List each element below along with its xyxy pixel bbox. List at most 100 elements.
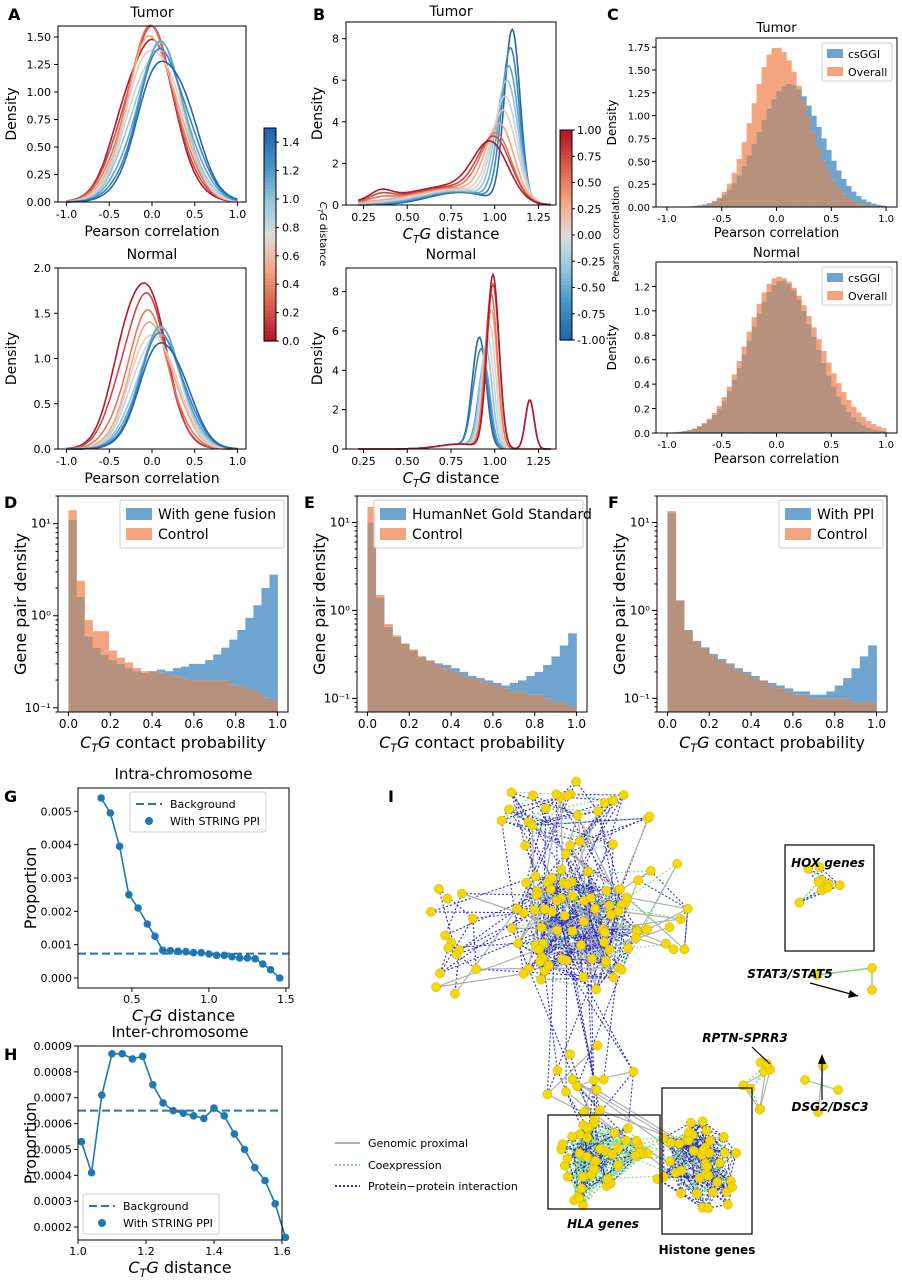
network-node [674, 1138, 684, 1149]
legend-label: With PPI [817, 507, 874, 523]
x-axis-label: Pearson correlation [84, 224, 219, 240]
panel-letter-A: A [8, 5, 21, 24]
network-node [683, 1127, 694, 1138]
y-tick-label: 1.2 [634, 282, 650, 293]
colorbar-segment [560, 224, 572, 229]
histogram-bar [751, 317, 757, 327]
panel-H: Inter-chromosome 1.0 1.2 1.4 1.6 0.0002 0.0003… [21, 1023, 291, 1280]
x-tick-label: 0.2 [700, 717, 719, 731]
network-edge [544, 909, 634, 1072]
histogram-bar [876, 204, 882, 207]
colorbar-segment [264, 184, 276, 189]
network-edge [587, 1137, 714, 1193]
x-tick-label: 1.00 [483, 455, 508, 468]
histogram-bar-overlap [148, 671, 158, 712]
panel-title: Tumor [428, 4, 473, 20]
network-node [621, 1135, 631, 1146]
axes-frame [656, 495, 888, 713]
network-node [794, 897, 805, 908]
network-node [578, 972, 589, 983]
y-tick-label: 0.25 [27, 169, 52, 182]
histogram-bar-overlap [409, 650, 418, 712]
y-tick-label: 0.0006 [34, 1118, 73, 1131]
network-node [545, 884, 556, 895]
histogram-bar [68, 510, 77, 520]
histogram-bar [801, 96, 807, 102]
network-edge [572, 1132, 615, 1138]
network-node [561, 955, 572, 966]
histogram-bar [551, 656, 561, 703]
histogram-bar [791, 287, 797, 291]
histogram-bar [796, 85, 802, 90]
network-node [565, 840, 576, 851]
histogram-bar [866, 420, 872, 428]
network-node [608, 795, 619, 806]
colorbar-segment [560, 151, 572, 156]
network-node [813, 1107, 823, 1117]
histogram-bar [716, 197, 723, 199]
network-node [576, 940, 586, 950]
network-node [676, 1165, 687, 1176]
histogram-bar [811, 327, 817, 337]
network-node [562, 791, 573, 801]
network-node [607, 1149, 618, 1160]
histogram-bar [409, 649, 418, 651]
x-tick-label: 0.5 [186, 208, 204, 221]
panel-title: Intra-chromosome [115, 765, 253, 783]
network-node [572, 810, 583, 821]
histogram-bar-overlap [861, 425, 867, 433]
network-node [812, 970, 822, 980]
y-axis-label: Gene pair density [11, 533, 30, 675]
network-edge [692, 1134, 701, 1179]
network-edge [508, 808, 621, 890]
histogram-bar [841, 178, 847, 194]
colorbar-tick-label: 1.2 [282, 165, 300, 178]
histogram-bar-overlap [675, 600, 685, 712]
network-edge [617, 1137, 664, 1166]
network-edge [501, 794, 534, 821]
network-node [664, 922, 675, 932]
x-tick-label: 1.2 [137, 1245, 155, 1258]
network-edge [444, 893, 463, 936]
histogram-bar-overlap [859, 702, 869, 712]
colorbar-segment [264, 241, 276, 246]
network-edge [523, 958, 563, 975]
colorbar-tick-label: -0.50 [577, 282, 605, 295]
colorbar-segment [264, 270, 276, 275]
network-edge [680, 1152, 737, 1194]
histogram-bar [726, 386, 732, 391]
histogram-bar [866, 201, 872, 206]
network-node [567, 891, 578, 901]
histogram-bar [821, 138, 827, 161]
panel-letter-G: G [4, 787, 17, 806]
y-tick-label: 10⁻¹ [324, 691, 351, 705]
network-edge [542, 898, 562, 959]
density-curve [66, 326, 238, 450]
x-tick-label: 1.0 [229, 208, 247, 221]
histogram-bar [509, 682, 519, 692]
histogram-bar [741, 346, 747, 355]
histogram-bar-overlap [229, 684, 238, 712]
y-tick-label: 1.0 [634, 307, 650, 318]
y-tick-label: 0.0009 [34, 1040, 73, 1053]
colorbar-segment [560, 130, 572, 135]
network-node [562, 879, 573, 890]
histogram-bar [767, 682, 777, 686]
data-point [118, 1049, 126, 1058]
colorbar-segment [264, 156, 276, 161]
network-node [528, 790, 538, 801]
histogram-bar [434, 663, 444, 665]
colorbar-segment [560, 245, 572, 250]
network-node [567, 1074, 578, 1085]
histogram-bar-overlap [836, 188, 842, 207]
network-edge [675, 1172, 714, 1193]
panel-I-network: HOX genes HLA genes Histone genes STAT3/STA… [335, 776, 877, 1257]
network-edge [663, 1137, 698, 1194]
network-edge [675, 1172, 727, 1193]
histogram-bar [367, 506, 377, 523]
y-tick-label: 0.50 [628, 157, 650, 168]
legend-label: With STRING PPI [123, 1217, 213, 1230]
legend-swatch [145, 817, 153, 825]
network-edge [539, 844, 614, 963]
density-curve [66, 282, 238, 450]
